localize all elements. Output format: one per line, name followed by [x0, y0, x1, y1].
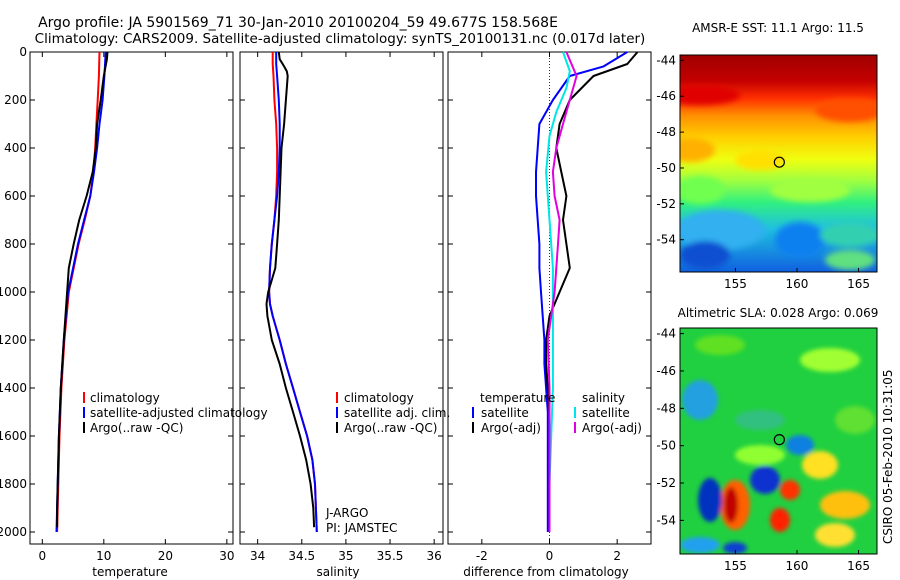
temperature-axes: 0 10 20 30 0 200 400 600 800 1000 1200 1400 1600 1800… — [0, 45, 234, 563]
y-tick-label: 200 — [4, 93, 27, 107]
legend-label-climatology: climatology — [90, 391, 160, 405]
x-tick-label: 20 — [158, 549, 173, 563]
y-tick-label: 2000 — [0, 525, 27, 539]
y-tick-label: -48 — [656, 125, 676, 139]
difference-axes: -2 0 2 — [448, 51, 651, 563]
x-tick-label: 155 — [724, 277, 747, 291]
legend-heading-temperature: temperature — [480, 391, 555, 405]
difference-legend: temperature satellite Argo(-adj) salinit… — [472, 391, 642, 435]
figure-title-line1: Argo profile: JA 5901569_71 30-Jan-2010 … — [38, 15, 558, 31]
series-line — [55, 51, 107, 533]
x-tick-label: 160 — [786, 559, 809, 573]
series-line — [545, 51, 571, 532]
y-tick-label: 600 — [4, 189, 27, 203]
legend-label-temp-satellite: satellite — [481, 406, 529, 420]
y-tick-label: -50 — [656, 161, 676, 175]
series-line — [545, 51, 639, 532]
y-tick-label: 400 — [4, 141, 27, 155]
series-line — [56, 51, 109, 528]
y-tick-label: 1000 — [0, 285, 27, 299]
sst-map-title: AMSR-E SST: 11.1 Argo: 11.5 — [692, 21, 864, 35]
legend-label-climatology: climatology — [344, 391, 414, 405]
salinity-axes: 34 34.5 35 35.5 36 — [240, 51, 443, 563]
series-line — [546, 51, 578, 532]
y-tick-label: 800 — [4, 237, 27, 251]
y-tick-label: -44 — [656, 53, 676, 67]
y-tick-label: -54 — [656, 233, 676, 247]
legend-label-satellite: satellite-adjusted climatology — [90, 406, 268, 420]
legend-label-sal-satellite: satellite — [582, 406, 630, 420]
series-line — [56, 51, 101, 533]
sla-map-axes: 155 160 165 -44 -46 -48 -50 -52 -54 — [656, 327, 870, 573]
sst-map-axes: 155 160 165 -44 -46 -48 -50 -52 -54 — [656, 53, 870, 291]
salinity-panel-frame — [239, 51, 444, 545]
y-tick-label: -52 — [656, 476, 676, 490]
x-tick-label: 35.5 — [377, 549, 404, 563]
temperature-legend: climatology satellite-adjusted climatolo… — [83, 391, 268, 435]
difference-series — [535, 51, 639, 532]
legend-label-satellite: satellite adj. clim. — [344, 406, 450, 420]
x-tick-label: 36 — [427, 549, 442, 563]
x-tick-label: 0 — [546, 549, 554, 563]
legend-label-temp-argo: Argo(-adj) — [481, 421, 541, 435]
y-tick-label: 0 — [19, 45, 27, 59]
argo-position-marker — [773, 434, 785, 446]
temperature-xlabel: temperature — [92, 565, 167, 579]
y-tick-label: -50 — [656, 439, 676, 453]
y-tick-label: -48 — [656, 401, 676, 415]
salinity-annotation: J-ARGO PI: JAMSTEC — [325, 506, 397, 535]
x-tick-label: 35 — [338, 549, 353, 563]
series-line — [265, 51, 316, 528]
salinity-xlabel: salinity — [316, 565, 359, 579]
y-tick-label: -54 — [656, 513, 676, 527]
y-tick-label: -46 — [656, 364, 676, 378]
x-tick-label: 155 — [724, 559, 747, 573]
legend-heading-salinity: salinity — [582, 391, 625, 405]
salinity-legend: climatology satellite adj. clim. Argo(..… — [336, 391, 450, 435]
x-tick-label: 2 — [613, 549, 621, 563]
x-tick-label: -2 — [476, 549, 488, 563]
x-tick-label: 30 — [219, 549, 234, 563]
sla-heatmap — [680, 328, 877, 554]
y-tick-label: 1800 — [0, 477, 27, 491]
temperature-series — [55, 51, 109, 533]
y-tick-label: -46 — [656, 89, 676, 103]
series-line — [268, 52, 318, 533]
legend-label-argo: Argo(..raw -QC) — [344, 421, 437, 435]
sla-map-title: Altimetric SLA: 0.028 Argo: 0.069 — [678, 306, 879, 320]
x-tick-label: 165 — [847, 559, 870, 573]
x-tick-label: 165 — [847, 277, 870, 291]
y-tick-label: -44 — [656, 327, 676, 341]
x-tick-label: 34.5 — [288, 549, 315, 563]
series-line — [535, 51, 628, 532]
y-tick-label: 1200 — [0, 333, 27, 347]
x-tick-label: 34 — [250, 549, 265, 563]
temperature-panel-frame — [29, 51, 234, 545]
y-tick-label: -52 — [656, 197, 676, 211]
salinity-series — [265, 51, 318, 533]
y-tick-label: 1600 — [0, 429, 27, 443]
sla-map-frame — [679, 327, 878, 555]
legend-label-argo: Argo(..raw -QC) — [90, 421, 183, 435]
figure-title-line2: Climatology: CARS2009. Satellite-adjuste… — [35, 31, 646, 47]
x-tick-label: 10 — [96, 549, 111, 563]
x-tick-label: 0 — [38, 549, 46, 563]
annotation-pi: PI: JAMSTEC — [326, 521, 397, 535]
sst-map-frame — [679, 54, 878, 273]
x-tick-label: 160 — [786, 277, 809, 291]
legend-label-sal-argo: Argo(-adj) — [582, 421, 642, 435]
sst-heatmap — [680, 55, 877, 272]
argo-position-marker — [773, 156, 785, 168]
series-line — [268, 52, 318, 533]
csiro-timestamp: CSIRO 05-Feb-2010 10:31:05 — [881, 369, 895, 544]
y-tick-label: 1400 — [0, 381, 27, 395]
difference-xlabel: difference from climatology — [463, 565, 629, 579]
annotation-program: J-ARGO — [325, 506, 368, 520]
